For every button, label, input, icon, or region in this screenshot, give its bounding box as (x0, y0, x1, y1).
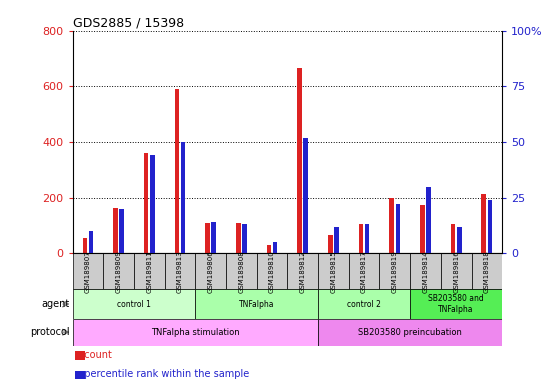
Text: GSM189816: GSM189816 (453, 250, 459, 293)
Bar (236, 223, 240, 253)
Bar (318, 290, 410, 319)
Bar (297, 68, 302, 253)
Text: SB203580 preincubation: SB203580 preincubation (358, 328, 462, 337)
Bar (226, 253, 257, 290)
Text: agent: agent (41, 299, 70, 309)
Bar (119, 209, 124, 253)
Bar (89, 231, 93, 253)
Text: count: count (78, 350, 112, 360)
Bar (273, 242, 277, 253)
Bar (73, 290, 195, 319)
Bar (451, 224, 455, 253)
Bar (410, 253, 441, 290)
Text: GSM189807: GSM189807 (85, 250, 91, 293)
Text: GSM189809: GSM189809 (116, 250, 122, 293)
Bar (267, 245, 271, 253)
Bar (287, 253, 318, 290)
Bar (488, 200, 492, 253)
Bar (349, 253, 379, 290)
Bar (410, 290, 502, 319)
Bar (181, 142, 185, 253)
Bar (365, 225, 369, 253)
Bar (134, 253, 165, 290)
Bar (175, 89, 179, 253)
Bar (334, 227, 339, 253)
Text: TNFalpha stimulation: TNFalpha stimulation (151, 328, 239, 337)
Text: GSM189812: GSM189812 (300, 250, 306, 293)
Text: GSM189810: GSM189810 (269, 250, 275, 293)
Text: GSM189813: GSM189813 (177, 250, 183, 293)
Bar (379, 253, 410, 290)
Text: GSM189819: GSM189819 (392, 250, 398, 293)
Bar (150, 156, 155, 253)
Bar (257, 253, 287, 290)
Bar (195, 290, 318, 319)
Text: GSM189811: GSM189811 (146, 250, 152, 293)
Bar (328, 235, 333, 253)
Text: control 1: control 1 (117, 300, 151, 308)
Bar (195, 253, 226, 290)
Bar (73, 253, 103, 290)
Bar (165, 253, 195, 290)
Bar (83, 238, 87, 253)
Text: percentile rank within the sample: percentile rank within the sample (78, 369, 249, 379)
Bar (144, 153, 148, 253)
Bar (318, 319, 502, 346)
Bar (211, 222, 216, 253)
Bar (359, 224, 363, 253)
Bar (482, 194, 486, 253)
Bar (205, 223, 210, 253)
Bar (441, 253, 472, 290)
Text: protocol: protocol (30, 327, 70, 337)
Text: GSM189806: GSM189806 (208, 250, 214, 293)
Text: control 2: control 2 (347, 300, 381, 308)
Bar (318, 253, 349, 290)
Bar (457, 227, 461, 253)
Bar (472, 253, 502, 290)
Text: TNFalpha: TNFalpha (239, 300, 275, 308)
Text: GDS2885 / 15398: GDS2885 / 15398 (73, 17, 184, 30)
Text: GSM189818: GSM189818 (484, 250, 490, 293)
Bar (242, 225, 247, 253)
Bar (426, 187, 431, 253)
Text: GSM189808: GSM189808 (238, 250, 244, 293)
Bar (73, 319, 318, 346)
Text: GSM189814: GSM189814 (422, 250, 429, 293)
Text: GSM189817: GSM189817 (361, 250, 367, 293)
Bar (420, 205, 425, 253)
Bar (389, 198, 394, 253)
Bar (103, 253, 134, 290)
Text: GSM189815: GSM189815 (330, 250, 336, 293)
Bar (396, 204, 400, 253)
Text: SB203580 and
TNFalpha: SB203580 and TNFalpha (429, 294, 484, 314)
Bar (113, 207, 118, 253)
Bar (304, 137, 308, 253)
